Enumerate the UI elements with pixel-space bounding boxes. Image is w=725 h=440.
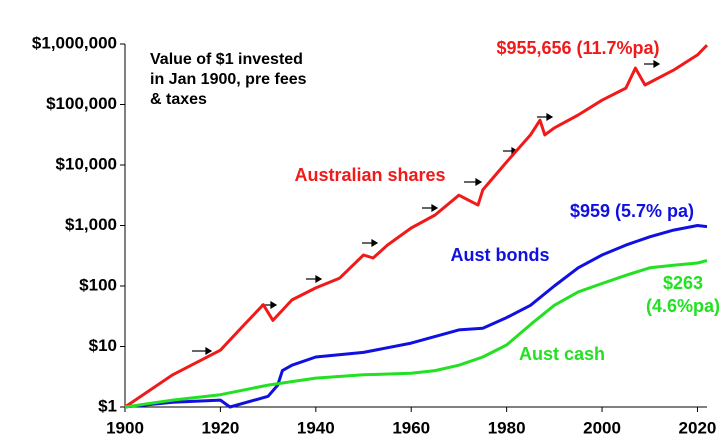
y-tick-label: $1 (98, 396, 117, 415)
x-tick-label: 1980 (488, 418, 526, 437)
arrows (192, 59, 661, 356)
y-tick-label: $1,000,000 (32, 33, 117, 52)
arrow-head (371, 238, 379, 248)
chart-title: Value of $1 invested (150, 51, 303, 68)
series-line (124, 44, 709, 409)
arrow-head (270, 300, 278, 310)
x-tick-label: 1940 (297, 418, 335, 437)
arrow-head (475, 177, 483, 187)
y-tick-label: $10 (89, 336, 117, 355)
series-label: Aust bonds (451, 245, 550, 265)
arrow-head (315, 274, 323, 284)
y-tick-label: $1,000 (65, 215, 117, 234)
series-label: Aust cash (519, 344, 605, 364)
arrow-head (653, 59, 661, 69)
series-label: Australian shares (294, 165, 445, 185)
y-tick-label: $100 (79, 275, 117, 294)
x-tick-label: 2020 (679, 418, 717, 437)
y-tick-label: $100,000 (46, 94, 117, 113)
series-line (124, 259, 708, 409)
chart-title: in Jan 1900, pre fees (150, 71, 307, 88)
arrow-head (546, 112, 554, 122)
end-label: $959 (5.7% pa) (570, 201, 694, 221)
chart-title: & taxes (150, 91, 207, 108)
x-tick-label: 2000 (583, 418, 621, 437)
x-tick-label: 1960 (392, 418, 430, 437)
end-label: $955,656 (11.7%pa) (496, 38, 659, 58)
end-label: $263 (663, 273, 703, 293)
x-tick-label: 1900 (106, 418, 144, 437)
arrow-head (205, 346, 213, 356)
y-tick-label: $10,000 (56, 154, 117, 173)
series-line (124, 224, 708, 409)
arrow-head (431, 203, 439, 213)
x-tick-label: 1920 (201, 418, 239, 437)
end-label: (4.6%pa) (646, 296, 720, 316)
